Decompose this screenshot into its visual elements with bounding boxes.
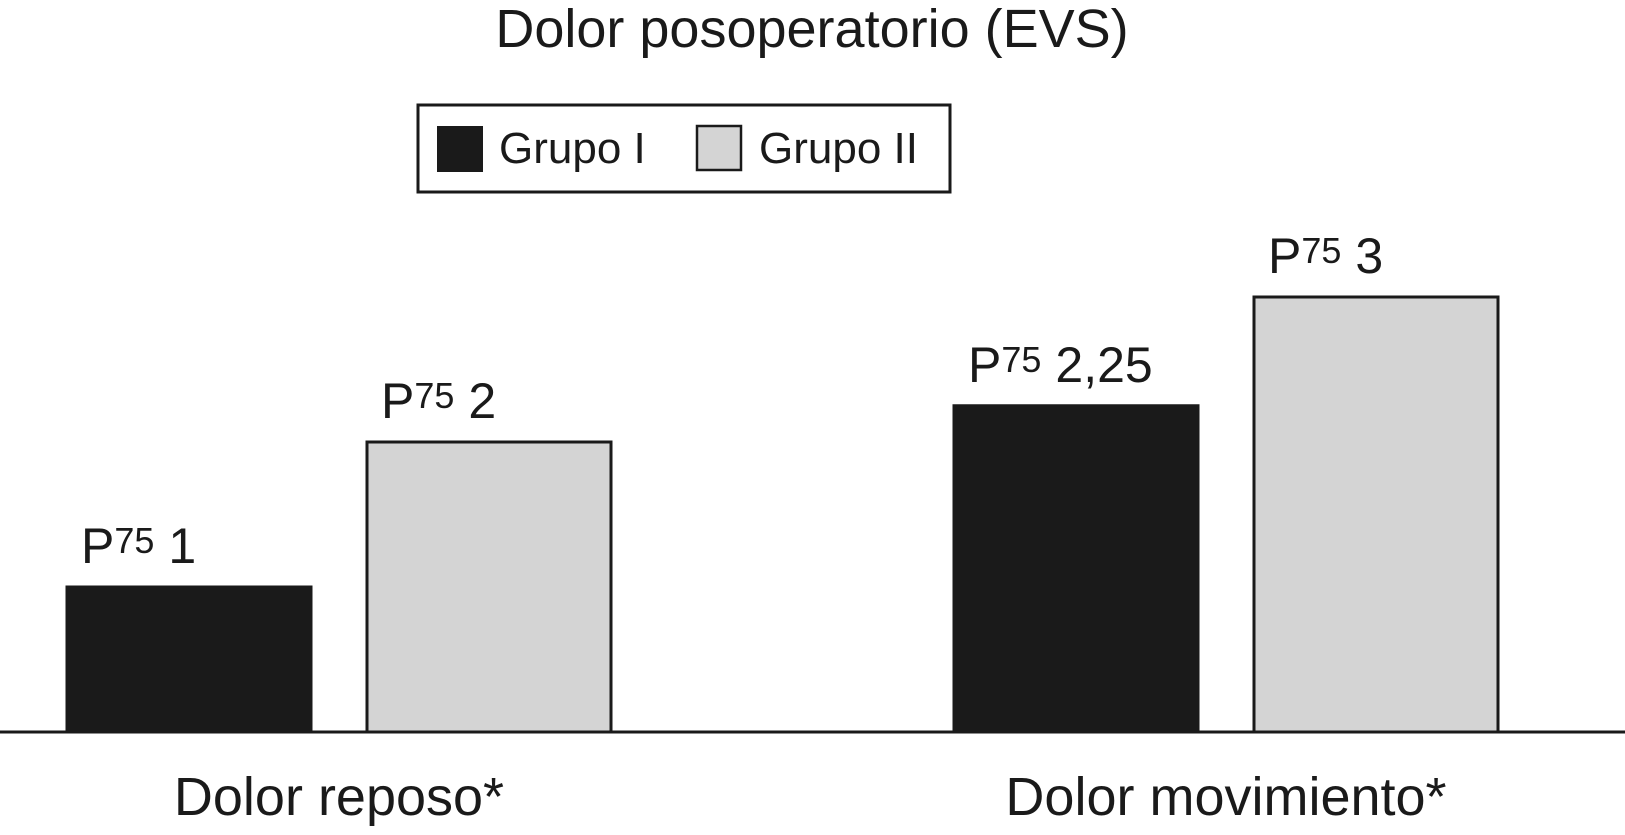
bar-grupo-i-dolor-reposo	[65, 585, 313, 734]
legend-swatch-grupo-i	[437, 126, 483, 172]
category-label-dolor-reposo: Dolor reposo*	[174, 767, 504, 827]
category-labels-group: Dolor reposo* Dolor movimiento*	[174, 767, 1447, 827]
value-label-grupo-i-dolor-movimiento: P75 2,25	[968, 337, 1153, 393]
value-label-grupo-ii-dolor-reposo: P75 2	[381, 373, 496, 429]
legend-swatch-grupo-ii	[695, 124, 743, 172]
value-label-grupo-ii-dolor-movimiento: P75 3	[1268, 228, 1383, 284]
value-label-grupo-i-dolor-reposo: P75 1	[81, 518, 196, 574]
bar-grupo-ii-dolor-reposo	[365, 440, 613, 734]
legend: Grupo I Grupo II	[416, 103, 952, 194]
bar-grupo-ii-dolor-movimiento	[1252, 295, 1500, 734]
bars-group	[65, 295, 1500, 734]
category-label-dolor-movimiento: Dolor movimiento*	[1005, 767, 1446, 827]
legend-label-grupo-ii: Grupo II	[759, 124, 918, 173]
legend-label-grupo-i: Grupo I	[499, 124, 646, 173]
legend-frame	[416, 103, 952, 194]
value-labels-group: P75 1 P75 2 P75 2,25 P75 3	[81, 228, 1383, 574]
bar-grupo-i-dolor-movimiento	[952, 404, 1200, 734]
chart-title: Dolor posoperatorio (EVS)	[495, 0, 1128, 59]
